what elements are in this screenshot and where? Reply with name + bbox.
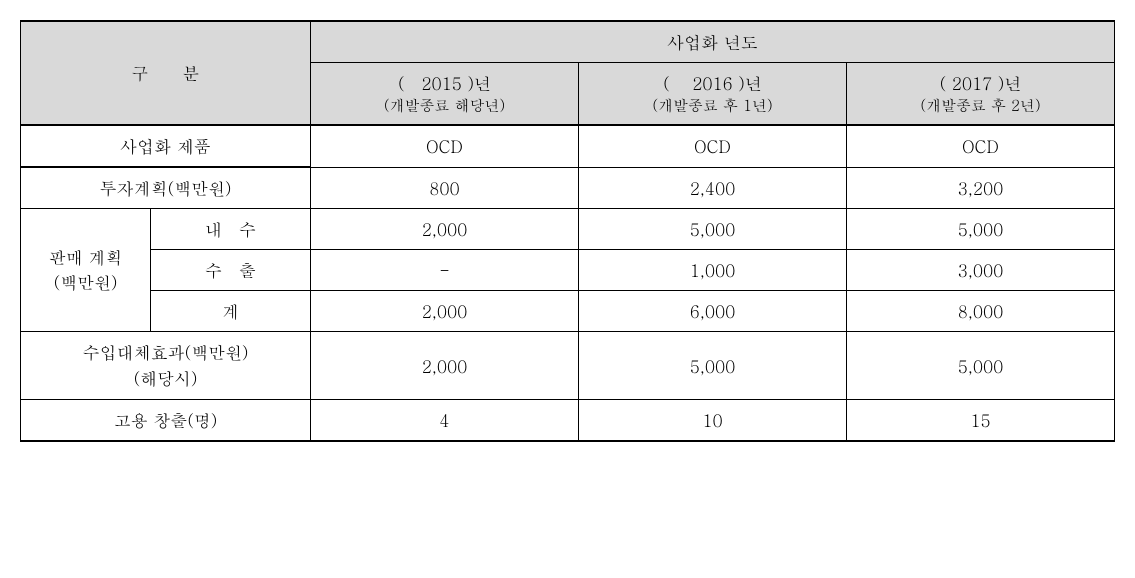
header-year-1: ( 2015 )년 (개발종료 해당년)	[311, 63, 579, 126]
row-employment: 고용 창출(명) 4 10 15	[21, 400, 1115, 442]
row-sales-domestic: 판매 계획 (백만원) 내 수 2,000 5,000 5,000	[21, 209, 1115, 250]
cell-employment-y2: 10	[579, 400, 847, 442]
row-sales-total: 계 2,000 6,000 8,000	[21, 291, 1115, 332]
row-import-sub-label-sub: (해당시)	[134, 366, 198, 390]
header-year-3-main: ( 2017 )년	[851, 71, 1110, 95]
cell-investment-y3: 3,200	[847, 167, 1115, 209]
row-sales-export: 수 출 - 1,000 3,000	[21, 250, 1115, 291]
cell-sales-export-y1: -	[311, 250, 579, 291]
row-import-sub: 수입대체효과(백만원) (해당시) 2,000 5,000 5,000	[21, 332, 1115, 400]
row-sales-total-label: 계	[151, 291, 311, 332]
row-sales-export-label: 수 출	[151, 250, 311, 291]
row-investment: 투자계획(백만원) 800 2,400 3,200	[21, 167, 1115, 209]
cell-investment-y1: 800	[311, 167, 579, 209]
cell-investment-y2: 2,400	[579, 167, 847, 209]
row-product: 사업화 제품 OCD OCD OCD	[21, 125, 1115, 167]
header-category: 구 분	[21, 21, 311, 125]
cell-sales-domestic-y1: 2,000	[311, 209, 579, 250]
cell-sales-export-y2: 1,000	[579, 250, 847, 291]
header-year-2-main: ( 2016 )년	[583, 71, 842, 95]
header-year-3-sub: (개발종료 후 2년)	[851, 95, 1110, 116]
cell-sales-total-y1: 2,000	[311, 291, 579, 332]
cell-sales-domestic-y2: 5,000	[579, 209, 847, 250]
row-employment-label: 고용 창출(명)	[21, 400, 311, 442]
header-year-1-sub: (개발종료 해당년)	[315, 95, 574, 116]
row-sales-plan-label: 판매 계획 (백만원)	[21, 209, 151, 332]
cell-sales-total-y2: 6,000	[579, 291, 847, 332]
row-import-sub-label: 수입대체효과(백만원) (해당시)	[21, 332, 311, 400]
cell-sales-export-y3: 3,000	[847, 250, 1115, 291]
header-year-1-main: ( 2015 )년	[315, 71, 574, 95]
row-product-label: 사업화 제품	[21, 125, 311, 167]
commercialization-plan-table: 구 분 사업화 년도 ( 2015 )년 (개발종료 해당년) ( 2016 )…	[20, 20, 1115, 442]
cell-product-y1: OCD	[311, 125, 579, 167]
cell-employment-y1: 4	[311, 400, 579, 442]
header-year-2: ( 2016 )년 (개발종료 후 1년)	[579, 63, 847, 126]
header-year-2-sub: (개발종료 후 1년)	[583, 95, 842, 116]
header-category-label: 구 분	[132, 61, 200, 85]
row-investment-label: 투자계획(백만원)	[21, 167, 311, 209]
row-import-sub-label-main: 수입대체효과(백만원)	[83, 340, 249, 364]
cell-sales-domestic-y3: 5,000	[847, 209, 1115, 250]
cell-import-sub-y3: 5,000	[847, 332, 1115, 400]
cell-product-y2: OCD	[579, 125, 847, 167]
row-sales-plan-label-sub: (백만원)	[54, 270, 118, 294]
header-year-3: ( 2017 )년 (개발종료 후 2년)	[847, 63, 1115, 126]
cell-import-sub-y2: 5,000	[579, 332, 847, 400]
header-year-group: 사업화 년도	[311, 21, 1115, 63]
row-sales-domestic-label: 내 수	[151, 209, 311, 250]
header-year-group-label: 사업화 년도	[667, 30, 758, 54]
cell-sales-total-y3: 8,000	[847, 291, 1115, 332]
cell-product-y3: OCD	[847, 125, 1115, 167]
cell-import-sub-y1: 2,000	[311, 332, 579, 400]
cell-employment-y3: 15	[847, 400, 1115, 442]
row-sales-plan-label-main: 판매 계획	[49, 245, 123, 269]
